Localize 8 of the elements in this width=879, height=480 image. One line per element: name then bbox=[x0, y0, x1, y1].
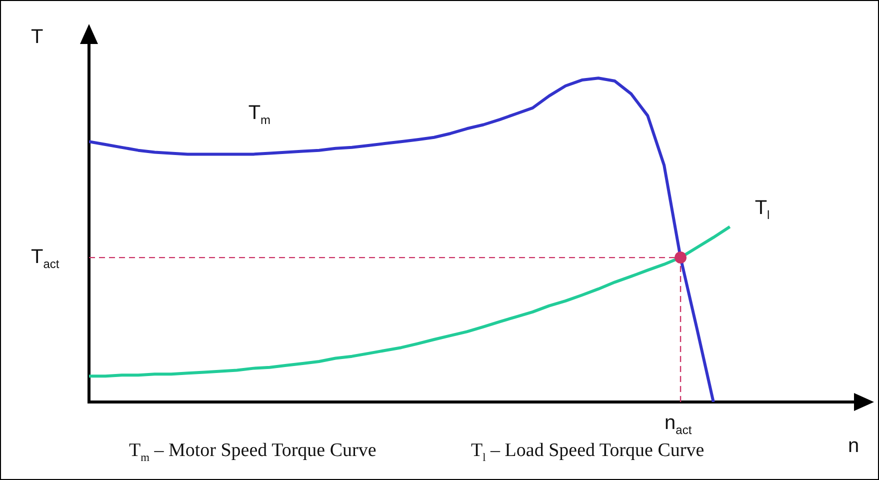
series-label: T$_{m}$ bbox=[248, 102, 271, 128]
series-label: T$_{l}$ bbox=[754, 196, 770, 222]
text: T$_{m}$ – Motor Speed Torque Curve bbox=[129, 440, 376, 464]
text: n bbox=[848, 435, 860, 458]
y-axis-title: T bbox=[31, 26, 44, 49]
text: T$_{l}$ – Load Speed Torque Curve bbox=[471, 440, 704, 464]
text: n$_{act}$ bbox=[664, 412, 692, 437]
ref-line-label: T$_{act}$ bbox=[31, 246, 60, 271]
